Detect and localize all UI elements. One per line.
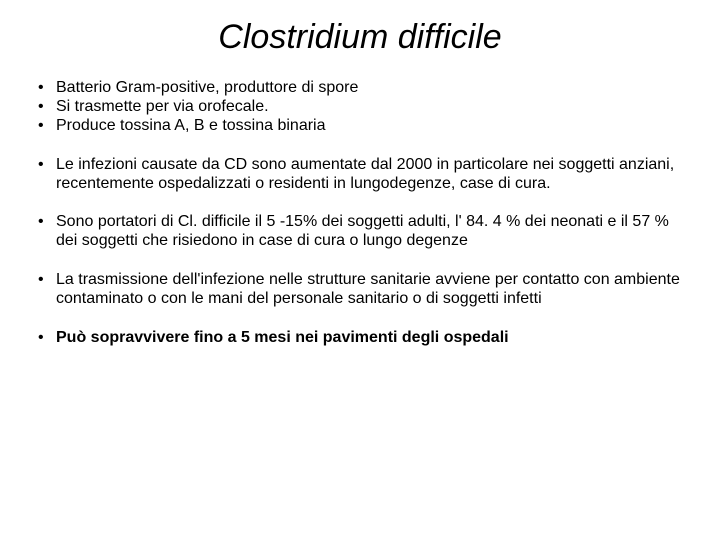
bullet-text: Sono portatori di Cl. difficile il 5 -15… [56, 213, 669, 249]
bullet-list: Può sopravvivere fino a 5 mesi nei pavim… [30, 329, 690, 348]
bullet-list: Sono portatori di Cl. difficile il 5 -15… [30, 213, 690, 251]
list-item: Batterio Gram-positive, produttore di sp… [30, 79, 690, 98]
slide: Clostridium difficile Batterio Gram-posi… [0, 0, 720, 540]
bullet-list: La trasmissione dell'infezione nelle str… [30, 271, 690, 309]
spacer [30, 309, 690, 329]
list-item: Produce tossina A, B e tossina binaria [30, 117, 690, 136]
bullet-list: Le infezioni causate da CD sono aumentat… [30, 156, 690, 194]
spacer [30, 251, 690, 271]
bullet-text: Batterio Gram-positive, produttore di sp… [56, 79, 358, 96]
list-item: La trasmissione dell'infezione nelle str… [30, 271, 690, 309]
bullet-text: La trasmissione dell'infezione nelle str… [56, 271, 680, 307]
slide-title: Clostridium difficile [30, 18, 690, 57]
spacer [30, 193, 690, 213]
bullet-text: Si trasmette per via orofecale. [56, 98, 269, 115]
bullet-text: Le infezioni causate da CD sono aumentat… [56, 156, 674, 192]
bullet-text: Produce tossina A, B e tossina binaria [56, 117, 326, 134]
list-item: Sono portatori di Cl. difficile il 5 -15… [30, 213, 690, 251]
list-item: Può sopravvivere fino a 5 mesi nei pavim… [30, 329, 690, 348]
list-item: Le infezioni causate da CD sono aumentat… [30, 156, 690, 194]
bullet-text: Può sopravvivere fino a 5 mesi nei pavim… [56, 329, 509, 346]
list-item: Si trasmette per via orofecale. [30, 98, 690, 117]
bullet-list: Batterio Gram-positive, produttore di sp… [30, 79, 690, 136]
spacer [30, 136, 690, 156]
